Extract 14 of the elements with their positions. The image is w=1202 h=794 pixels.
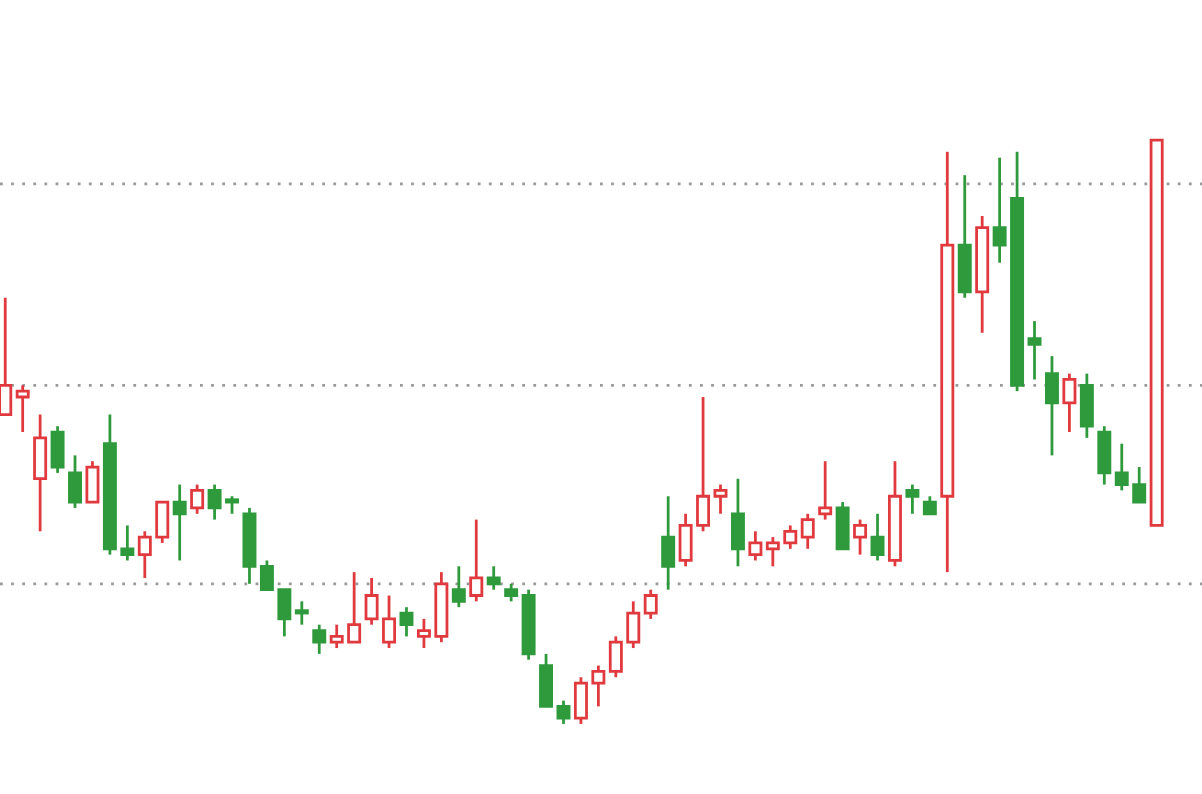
candlestick <box>172 483 187 562</box>
candlestick <box>1097 424 1112 486</box>
candlestick <box>957 173 972 300</box>
candlestick <box>975 214 990 335</box>
candlestick <box>940 150 955 574</box>
candlestick <box>33 413 48 533</box>
candlestick <box>1027 319 1042 381</box>
candlestick <box>50 424 65 475</box>
candlestick <box>15 383 30 434</box>
candlestick <box>1079 372 1094 440</box>
candlestick <box>486 564 501 592</box>
candlestick <box>661 494 676 592</box>
candlestick <box>399 605 414 638</box>
candlestick <box>818 459 833 521</box>
